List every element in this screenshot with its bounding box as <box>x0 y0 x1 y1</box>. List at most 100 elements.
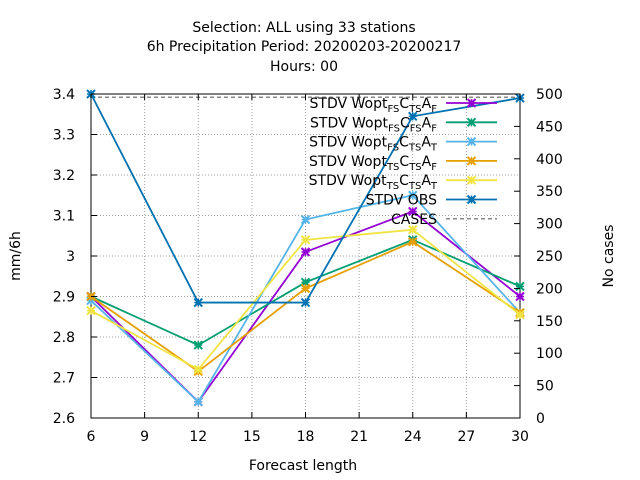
y-tick-label: 2.8 <box>53 330 75 346</box>
x-tick-label: 27 <box>457 429 475 445</box>
legend-label-part: STDV Wopt <box>310 115 388 131</box>
y2-tick-label: 250 <box>536 249 563 265</box>
legend-label: CASES <box>391 212 437 228</box>
x-tick-label: 15 <box>243 429 261 445</box>
legend-label-part: TS <box>386 181 399 192</box>
y2-tick-label: 200 <box>536 281 563 297</box>
legend-entry-5: STDV WoptTSCTSAT <box>309 173 497 192</box>
legend-label: STDV WoptTSCTSAF <box>309 154 437 173</box>
y2-tick-label: 350 <box>536 184 563 200</box>
legend-label-part: TS <box>408 143 421 154</box>
legend-label: STDV OBS <box>366 193 437 209</box>
data-point <box>466 175 477 185</box>
legend-label-part: TS <box>408 162 421 173</box>
x-axis-ticks: 6 9 12 15 18 21 24 27 30 <box>87 94 529 445</box>
x-tick-label: 24 <box>404 429 422 445</box>
data-point <box>515 281 525 292</box>
legend-label-part: STDV Wopt <box>309 154 387 170</box>
y2-tick-label: 300 <box>536 217 563 233</box>
legend-label-part: C <box>399 96 409 112</box>
legend-label-part: STDV Wopt <box>310 96 388 112</box>
legend-label-part: C <box>399 173 409 189</box>
legend-label-part: A <box>422 154 432 170</box>
y-axis-ticks: 2.6 2.7 2.8 2.9 3 3.1 3.2 3.3 3.4 <box>53 87 97 427</box>
chart-title-line-2: 6h Precipitation Period: 20200203-202002… <box>147 39 462 55</box>
series-line <box>90 240 521 373</box>
legend-label-part: FS <box>410 123 422 134</box>
legend-label-part: F <box>431 162 437 173</box>
y-tick-label: 2.7 <box>53 371 75 387</box>
legend-entry-2: STDV WoptFSCFSAF <box>310 115 497 134</box>
legend-label-part: T <box>430 143 438 154</box>
y2-tick-label: 0 <box>536 411 545 427</box>
legend-label-part: F <box>431 123 437 134</box>
x-axis-label: Forecast length <box>249 458 357 474</box>
y-tick-label: 3.1 <box>53 209 75 225</box>
x-tick-label: 30 <box>511 429 529 445</box>
legend-label-part: A <box>422 96 432 112</box>
data-point <box>193 397 203 407</box>
legend-label-part: TS <box>408 181 421 192</box>
data-point <box>466 156 477 166</box>
y2-axis-label: No cases <box>601 225 617 288</box>
data-point <box>86 305 96 316</box>
legend-label-part: TS <box>408 104 421 115</box>
y-tick-label: 3.2 <box>53 168 75 184</box>
legend-label: STDV WoptFSCTSAF <box>310 96 438 115</box>
legend-label-part: FS <box>387 104 399 115</box>
data-point <box>466 136 477 147</box>
data-point <box>408 224 418 235</box>
y2-tick-label: 400 <box>536 152 563 168</box>
legend-label-part: C <box>399 135 409 151</box>
data-point <box>193 297 203 308</box>
legend-label-part: FS <box>388 123 400 134</box>
data-point <box>408 206 418 217</box>
legend-label-part: STDV OBS <box>366 193 437 209</box>
x-tick-label: 9 <box>140 429 149 445</box>
y-tick-label: 3.4 <box>53 87 75 103</box>
legend-label-part: A <box>421 173 431 189</box>
x-tick-label: 18 <box>297 429 315 445</box>
data-point <box>408 237 418 247</box>
data-point <box>408 111 418 121</box>
data-point <box>300 283 311 294</box>
legend-label: STDV WoptFSCTSAT <box>309 135 438 154</box>
legend-label: STDV WoptFSCFSAF <box>310 115 437 134</box>
chart-title-line-3: Hours: 00 <box>270 59 338 75</box>
legend-label-part: STDV Wopt <box>309 135 387 151</box>
legend-entry-7: CASES <box>391 212 497 228</box>
y2-tick-label: 500 <box>536 87 563 103</box>
legend-label-part: T <box>430 181 438 192</box>
data-point <box>466 194 477 205</box>
legend-label: STDV WoptTSCTSAT <box>309 173 438 192</box>
x-tick-label: 6 <box>87 429 96 445</box>
y2-tick-label: 450 <box>536 119 563 135</box>
legend-label-part: A <box>421 135 431 151</box>
y-tick-label: 3 <box>66 249 75 265</box>
data-point <box>300 247 311 257</box>
legend-label-part: C <box>400 115 410 131</box>
y-axis-label: mm/6h <box>8 231 24 281</box>
legend-entry-4: STDV WoptTSCTSAF <box>309 154 497 173</box>
data-point <box>515 291 525 302</box>
legend-label-part: A <box>422 115 432 131</box>
y2-tick-label: 100 <box>536 346 563 362</box>
series-5 <box>86 224 525 375</box>
data-point <box>408 190 418 200</box>
legend-label-part: C <box>399 154 409 170</box>
legend-label-part: F <box>431 104 437 115</box>
legend-label-part: STDV Wopt <box>309 173 387 189</box>
data-point <box>466 98 477 108</box>
grid <box>91 94 520 418</box>
legend-entry-1: STDV WoptFSCTSAF <box>310 96 497 115</box>
data-point <box>515 310 525 320</box>
y2-tick-label: 50 <box>536 379 554 395</box>
data-point <box>466 117 477 128</box>
y-tick-label: 2.9 <box>53 290 75 306</box>
legend-entry-3: STDV WoptFSCTSAT <box>309 135 497 154</box>
legend-label-part: TS <box>386 162 399 173</box>
chart-title: Selection: ALL using 33 stations 6h Prec… <box>147 20 462 75</box>
series-layer <box>86 89 525 407</box>
